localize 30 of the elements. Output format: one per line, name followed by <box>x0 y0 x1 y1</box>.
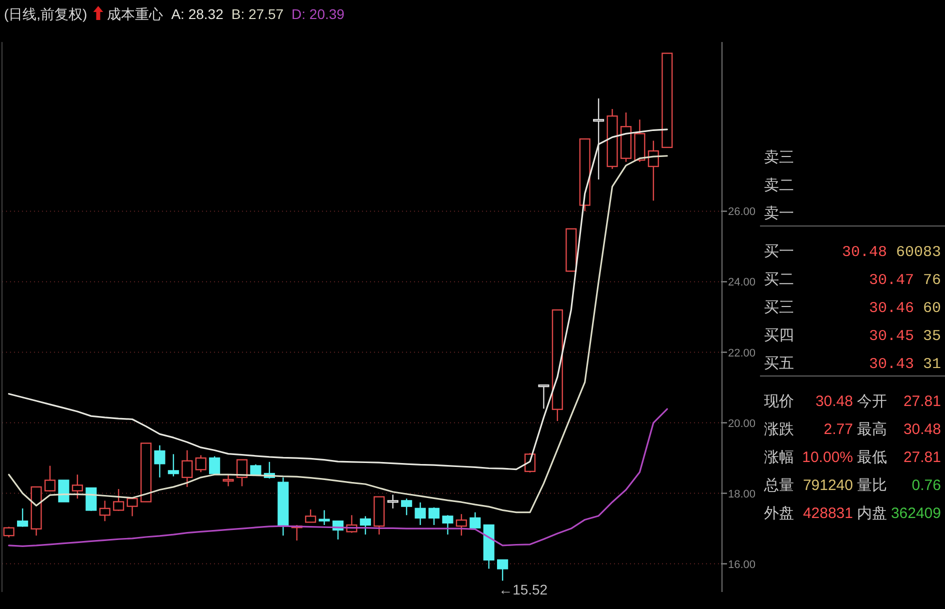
ytick: 26.00 <box>728 206 756 218</box>
card-row: 买二 <box>764 271 794 288</box>
ytick: 16.00 <box>728 558 756 571</box>
card-row: 卖一 <box>764 205 794 222</box>
card-row-values: 30.46 60 <box>868 300 941 317</box>
annotation: ←15.52 <box>498 582 548 598</box>
title: (日线,前复权) <box>4 6 88 22</box>
card-row: 买三 <box>764 299 794 316</box>
card-row: 买五 <box>764 355 794 372</box>
card-row: 外盘 428831 内盘 362409 <box>764 505 941 522</box>
card-row: 卖二 <box>764 177 794 194</box>
card-row: 买一 <box>764 243 794 260</box>
card-row-values: 30.47 76 <box>868 272 941 289</box>
ytick: 22.00 <box>728 347 756 360</box>
card-row: 卖三 <box>764 149 794 166</box>
ytick: 20.00 <box>728 418 756 430</box>
legend-entry: A: 28.32 <box>171 6 224 22</box>
card-row: 涨跌 2.77 最高 30.48 <box>764 421 941 438</box>
ytick: 18.00 <box>728 488 756 500</box>
legend-entry: B: 27.57 <box>231 6 284 22</box>
card-row: 现价 30.48 今开 27.81 <box>764 393 941 410</box>
card-row: 涨幅 10.00% 最低 27.81 <box>764 449 941 466</box>
card-row: 买四 <box>764 327 794 344</box>
card-row-values: 30.43 31 <box>868 356 941 373</box>
legend-title: 成本重心 <box>107 6 164 22</box>
card-row-values: 30.48 60083 <box>842 244 941 261</box>
card-row-values: 30.45 35 <box>868 328 941 345</box>
ytick: 24.00 <box>728 276 756 289</box>
card-row: 总量 791240 量比 0.76 <box>764 477 941 494</box>
legend-entry: D: 20.39 <box>292 6 344 22</box>
